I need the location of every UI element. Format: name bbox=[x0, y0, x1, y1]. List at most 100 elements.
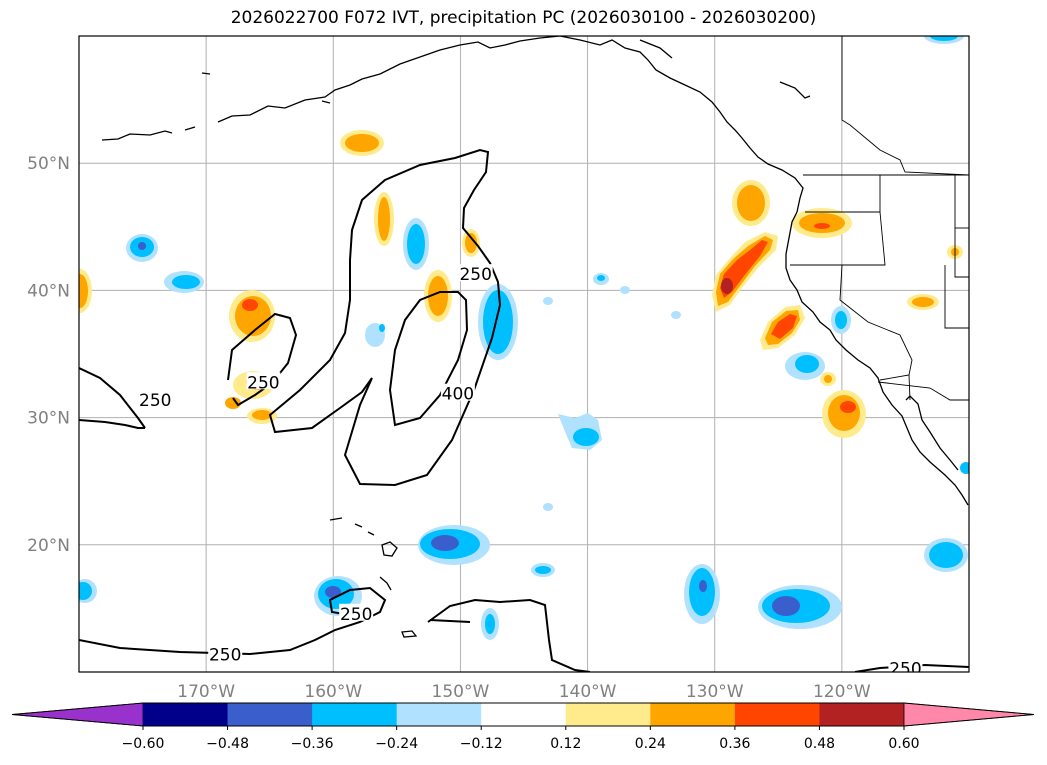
precip-negative-blob bbox=[758, 585, 842, 629]
precip-negative-blob bbox=[785, 352, 825, 380]
gridlines bbox=[79, 36, 969, 672]
lat-tick-label: 50°N bbox=[27, 154, 70, 174]
precip-negative-blob bbox=[924, 36, 964, 44]
contour-label: 250 bbox=[889, 659, 921, 679]
map-background bbox=[79, 36, 969, 672]
precip-negative-blob bbox=[924, 538, 968, 572]
precip-positive-blob bbox=[340, 130, 384, 156]
ivt-contour-labels: 250 250 250 400 250 250 250 bbox=[138, 264, 923, 679]
colorbar-tick-label: 0.24 bbox=[635, 736, 666, 752]
colorbar-tick-label: −0.12 bbox=[460, 736, 503, 752]
precip-positive-blob bbox=[79, 269, 92, 313]
precipitation-shading bbox=[79, 36, 969, 640]
precip-positive-blob bbox=[712, 232, 778, 312]
colorbar-tick-label: −0.48 bbox=[206, 736, 249, 752]
contour-label-bg bbox=[246, 372, 281, 390]
colorbar-tick-label: 0.48 bbox=[804, 736, 835, 752]
lat-tick-label: 20°N bbox=[27, 536, 70, 556]
precip-positive-blob bbox=[462, 229, 480, 257]
lon-tick-label: 150°W bbox=[432, 682, 490, 702]
precip-positive-blob bbox=[792, 208, 852, 238]
colorbar-segment bbox=[312, 703, 398, 726]
precip-positive-blob bbox=[229, 290, 275, 342]
precip-positive-blob bbox=[824, 375, 832, 383]
contour-label-bg bbox=[339, 603, 374, 621]
precip-positive-blob bbox=[424, 270, 452, 322]
contour-label-bg bbox=[458, 264, 493, 282]
precip-negative-blob bbox=[403, 218, 429, 270]
ivt-contour-250 bbox=[268, 148, 502, 487]
precip-negative-blob bbox=[960, 462, 969, 474]
colorbar-segment bbox=[565, 703, 651, 726]
colorbar-segment bbox=[481, 703, 567, 726]
precip-negative-blob bbox=[79, 582, 92, 600]
precip-negative-blob bbox=[418, 525, 490, 565]
colorbar-segment bbox=[819, 703, 905, 726]
contour-label: 250 bbox=[340, 605, 372, 625]
colorbar-tick-label: −0.60 bbox=[122, 736, 165, 752]
contour-label: 400 bbox=[442, 385, 474, 405]
lon-tick-label: 160°W bbox=[304, 682, 362, 702]
precip-negative-blob bbox=[543, 503, 553, 511]
contour-label: 250 bbox=[139, 391, 171, 411]
precip-negative-blob bbox=[531, 563, 555, 577]
ivt-contour-250 bbox=[79, 586, 387, 656]
contour-label: 250 bbox=[247, 373, 279, 393]
precip-positive-blob bbox=[760, 305, 805, 350]
colorbar-segment bbox=[734, 703, 820, 726]
ivt-contour-250 bbox=[429, 619, 471, 623]
colorbar-segment bbox=[227, 703, 313, 726]
precip-negative-blob bbox=[543, 297, 553, 305]
precip-negative-blob bbox=[620, 286, 630, 294]
colorbar-extend-low bbox=[11, 702, 144, 727]
contour-label-bg bbox=[208, 644, 243, 662]
latitude-tick-labels: 20°N 30°N 40°N 50°N bbox=[27, 154, 70, 556]
colorbar-tick-label: 0.60 bbox=[888, 736, 919, 752]
lat-tick-label: 30°N bbox=[27, 409, 70, 429]
ivt-contour-250 bbox=[79, 367, 146, 429]
lon-tick-label: 170°W bbox=[177, 682, 235, 702]
colorbar-segment bbox=[143, 703, 229, 726]
colorbar-tick-label: 0.12 bbox=[550, 736, 581, 752]
precip-negative-blob bbox=[478, 284, 518, 360]
colorbar-tick-labels: −0.60 −0.48 −0.36 −0.24 −0.12 0.12 0.24 0.36 0.4… bbox=[122, 726, 920, 752]
precip-negative-blob bbox=[831, 306, 851, 334]
precip-negative-blob bbox=[164, 271, 204, 293]
precip-negative-blob bbox=[365, 323, 385, 347]
precip-positive-blob bbox=[374, 192, 394, 246]
lon-tick-label: 140°W bbox=[559, 682, 617, 702]
precip-positive-blob bbox=[225, 397, 241, 409]
lat-tick-label: 40°N bbox=[27, 281, 70, 301]
precip-negative-blob bbox=[684, 564, 720, 624]
contour-label-bg bbox=[440, 383, 475, 401]
colorbar-tick-label: −0.24 bbox=[375, 736, 418, 752]
lon-tick-label: 130°W bbox=[686, 682, 744, 702]
political-borders bbox=[790, 36, 969, 401]
precip-positive-blob bbox=[247, 408, 277, 424]
ivt-contour-400 bbox=[388, 291, 469, 427]
precip-positive-blob bbox=[822, 390, 866, 438]
contour-label-bg bbox=[888, 658, 923, 672]
ivt-contour-250 bbox=[427, 598, 591, 672]
contour-label: 250 bbox=[209, 645, 241, 665]
precip-negative-blob bbox=[593, 273, 609, 285]
precip-negative-blob bbox=[558, 413, 602, 450]
precip-negative-blob bbox=[481, 608, 499, 640]
ivt-contour-250 bbox=[227, 312, 298, 407]
ivt-contours bbox=[79, 148, 969, 672]
colorbar-tick-label: −0.36 bbox=[291, 736, 334, 752]
colorbar bbox=[11, 702, 1035, 727]
colorbar-segment bbox=[396, 703, 482, 726]
map-frame bbox=[78, 35, 970, 673]
precip-negative-blob bbox=[671, 311, 681, 319]
contour-label-bg bbox=[138, 390, 173, 408]
precip-negative-blob bbox=[126, 234, 158, 262]
contour-label: 250 bbox=[459, 265, 491, 285]
colorbar-extend-high bbox=[903, 702, 1035, 727]
lon-tick-label: 120°W bbox=[813, 682, 871, 702]
precip-positive-blob bbox=[732, 180, 770, 226]
ivt-contour-250 bbox=[79, 419, 145, 429]
map-title: 2026022700 F072 IVT, precipitation PC (2… bbox=[230, 8, 817, 28]
colorbar-segment bbox=[650, 703, 736, 726]
